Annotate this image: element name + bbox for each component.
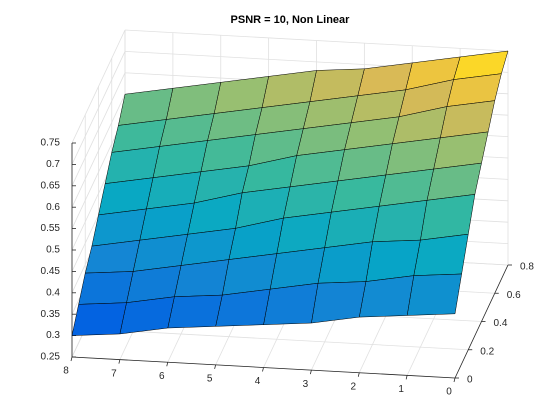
x-tick-label: 2 xyxy=(350,381,356,392)
z-tick-label: 0.25 xyxy=(41,352,61,363)
y-tick-label: 0.8 xyxy=(520,262,534,273)
surface-patch xyxy=(420,194,476,241)
x-tick-label: 8 xyxy=(63,366,69,377)
surface-patch xyxy=(174,259,230,298)
z-tick-label: 0.3 xyxy=(46,330,60,341)
surface-patch xyxy=(71,302,127,336)
surface-patch xyxy=(167,294,223,329)
x-tick-label: 3 xyxy=(303,379,309,390)
z-tick-label: 0.35 xyxy=(41,309,61,320)
surface-patch xyxy=(311,281,367,324)
x-tick-label: 6 xyxy=(159,371,165,382)
x-tick xyxy=(70,356,73,362)
x-tick xyxy=(405,375,408,380)
y-tick-label: 0.6 xyxy=(507,290,521,301)
z-tick-label: 0.6 xyxy=(46,202,60,213)
x-tick xyxy=(214,364,217,369)
surface-patch xyxy=(406,273,462,316)
x-tick xyxy=(262,367,264,372)
z-grid-side xyxy=(71,94,126,208)
z-tick-label: 0.5 xyxy=(46,245,60,256)
surface-patch xyxy=(263,282,319,325)
z-tick-label: 0.75 xyxy=(41,138,61,149)
surface-patch xyxy=(365,239,421,282)
x-tick-label: 1 xyxy=(398,384,404,395)
x-tick-label: 0 xyxy=(446,387,452,398)
x-tick xyxy=(166,362,169,367)
x-tick xyxy=(118,359,121,364)
surface-patch xyxy=(372,200,428,243)
chart-title: PSNR = 10, Non Linear xyxy=(231,14,351,26)
surface-patch xyxy=(413,233,469,276)
x-tick-label: 4 xyxy=(255,376,261,387)
z-grid-side xyxy=(71,72,126,186)
y-tick-label: 0.4 xyxy=(494,318,508,329)
x-tick xyxy=(357,372,360,377)
surface-patch xyxy=(317,241,373,284)
z-tick-label: 0.7 xyxy=(46,159,60,170)
x-tick xyxy=(453,377,456,383)
y-tick-label: 0.2 xyxy=(480,346,494,357)
surface-patch xyxy=(78,271,134,305)
z-tick-label: 0.4 xyxy=(46,287,60,298)
surface-patch xyxy=(324,206,380,248)
z-grid-side xyxy=(71,29,126,144)
y-grid-floor xyxy=(85,328,469,351)
z-tick-label: 0.45 xyxy=(41,266,61,277)
x-tick-label: 5 xyxy=(207,374,213,385)
surface-patch xyxy=(269,247,325,290)
z-tick-label: 0.65 xyxy=(41,180,61,191)
surface-patch xyxy=(215,288,271,327)
surface-patch xyxy=(222,253,277,296)
y-tick-label: 0 xyxy=(467,375,473,386)
surface-patch xyxy=(276,211,332,254)
surface-patch xyxy=(359,275,414,318)
z-tick-label: 0.55 xyxy=(41,223,61,234)
x-tick xyxy=(309,370,312,375)
x-tick-label: 7 xyxy=(111,368,117,379)
z-grid-back xyxy=(124,29,509,52)
z-grid-side xyxy=(71,51,126,165)
surface-patch xyxy=(119,296,175,335)
